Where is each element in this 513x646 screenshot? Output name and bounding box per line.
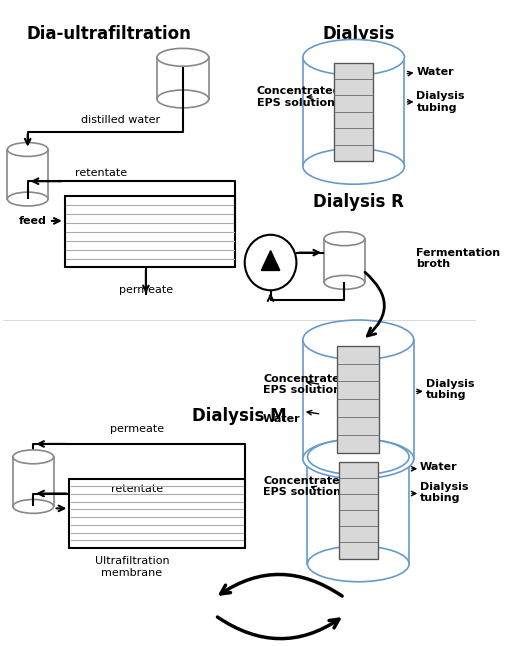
- Text: Water: Water: [420, 462, 458, 472]
- Polygon shape: [157, 57, 209, 99]
- Text: Dialysis M: Dialysis M: [192, 407, 286, 425]
- Text: permeate: permeate: [110, 424, 164, 434]
- Polygon shape: [324, 239, 365, 282]
- FancyArrowPatch shape: [218, 617, 339, 639]
- Ellipse shape: [307, 546, 409, 582]
- Ellipse shape: [7, 143, 48, 156]
- Ellipse shape: [7, 192, 48, 206]
- Text: Concentrated
EPS solution: Concentrated EPS solution: [263, 373, 348, 395]
- Text: Dialysis R: Dialysis R: [313, 193, 404, 211]
- Ellipse shape: [303, 439, 413, 479]
- Text: feed: feed: [19, 216, 47, 226]
- Ellipse shape: [303, 149, 404, 184]
- Bar: [65, 196, 235, 267]
- Text: permeate: permeate: [119, 286, 173, 295]
- FancyArrowPatch shape: [221, 574, 342, 596]
- Polygon shape: [7, 149, 48, 199]
- Ellipse shape: [303, 39, 404, 75]
- Polygon shape: [303, 57, 404, 167]
- Text: feed: feed: [21, 503, 49, 514]
- Ellipse shape: [157, 48, 209, 67]
- Text: Water: Water: [417, 67, 454, 77]
- Ellipse shape: [13, 499, 53, 514]
- Circle shape: [245, 234, 297, 290]
- Polygon shape: [303, 340, 413, 459]
- Polygon shape: [13, 457, 53, 506]
- Ellipse shape: [324, 275, 365, 289]
- Polygon shape: [307, 457, 409, 564]
- Ellipse shape: [324, 232, 365, 245]
- Ellipse shape: [157, 90, 209, 108]
- Ellipse shape: [307, 439, 409, 475]
- Text: Dialysis
tubing: Dialysis tubing: [417, 91, 465, 112]
- Text: Fermentation
broth: Fermentation broth: [417, 248, 501, 269]
- Ellipse shape: [13, 450, 53, 464]
- Text: Dialysis
tubing: Dialysis tubing: [420, 482, 469, 503]
- Text: Dialysis
tubing: Dialysis tubing: [426, 379, 474, 401]
- FancyArrowPatch shape: [365, 272, 384, 336]
- Polygon shape: [339, 462, 378, 559]
- Text: retentate: retentate: [75, 169, 127, 178]
- Polygon shape: [334, 63, 373, 161]
- Text: Dia-ultrafiltration: Dia-ultrafiltration: [27, 25, 191, 43]
- Text: distilled water: distilled water: [81, 115, 161, 125]
- Text: Water: Water: [263, 414, 301, 424]
- Text: Dialysis: Dialysis: [322, 25, 394, 43]
- Bar: [69, 479, 245, 548]
- Text: Ultrafiltration
membrane: Ultrafiltration membrane: [95, 556, 169, 578]
- Text: Concentrated
EPS solution: Concentrated EPS solution: [256, 86, 341, 108]
- Text: retentate: retentate: [111, 484, 163, 494]
- Polygon shape: [261, 251, 280, 271]
- Text: Concentrated
EPS solution: Concentrated EPS solution: [263, 476, 348, 497]
- Ellipse shape: [303, 320, 413, 360]
- Polygon shape: [337, 346, 379, 453]
